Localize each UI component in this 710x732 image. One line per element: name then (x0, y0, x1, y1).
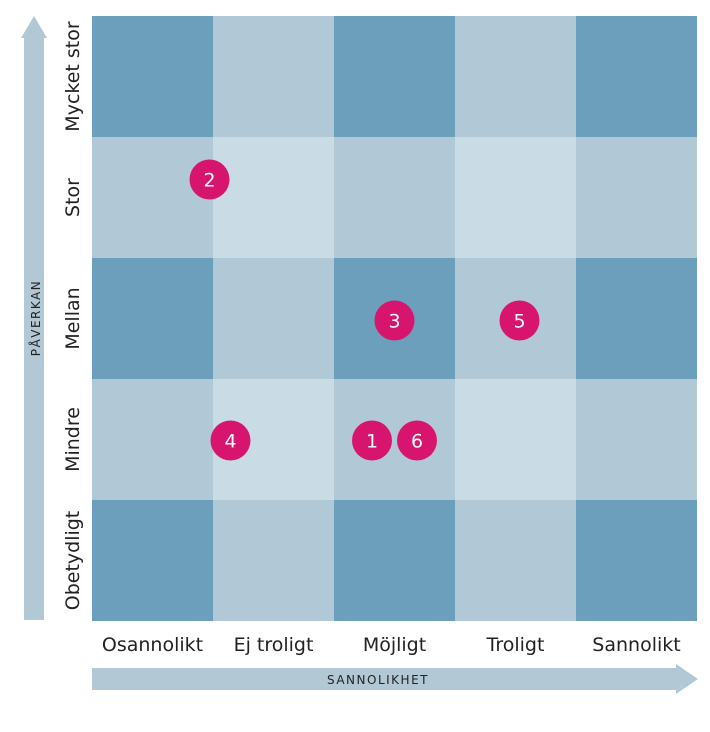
x-axis-label: Möjligt (363, 634, 426, 656)
risk-marker: 6 (397, 420, 437, 461)
y-axis-title: PÅVERKAN (28, 280, 43, 356)
y-axis-arrow (21, 16, 47, 620)
risk-marker: 3 (374, 300, 415, 341)
risk-marker-circle (352, 420, 392, 461)
risk-marker-label: 4 (224, 431, 236, 453)
matrix-cell (213, 16, 334, 137)
matrix-cell (455, 500, 576, 621)
y-axis-label: Obetydligt (62, 511, 84, 611)
risk-marker-label: 1 (366, 431, 378, 453)
x-axis-label: Ej troligt (234, 634, 314, 656)
risk-marker: 5 (499, 300, 540, 341)
x-axis-arrow (92, 664, 698, 694)
matrix-cell (334, 137, 455, 258)
matrix-cell (213, 137, 334, 258)
matrix-cell (455, 379, 576, 500)
risk-marker-circle (374, 300, 415, 341)
risk-marker-label: 5 (513, 311, 525, 333)
matrix-cell (213, 258, 334, 379)
y-axis-label: Stor (62, 178, 84, 217)
risk-marker-circle (397, 420, 437, 461)
y-axis-label: Mindre (62, 407, 84, 472)
matrix-cell (92, 16, 213, 137)
x-axis-labels: Osannolikt Ej troligt Möjligt Troligt Sannol… (102, 634, 681, 656)
matrix-cell (92, 137, 213, 258)
y-axis-label: Mellan (62, 287, 84, 349)
matrix-cell (576, 500, 697, 621)
matrix-cell (576, 258, 697, 379)
x-axis-title: SANNOLIKHET (327, 673, 429, 687)
risk-marker: 2 (189, 159, 230, 200)
matrix-cell (334, 16, 455, 137)
matrix-cell (92, 500, 213, 621)
matrix-cell (576, 379, 697, 500)
x-axis-label: Sannolikt (592, 634, 680, 656)
y-axis-labels: Mycket stor Stor Mellan Mindre Obetydligt (62, 21, 84, 610)
risk-marker-label: 3 (388, 311, 400, 333)
matrix-cell (455, 16, 576, 137)
risk-marker-circle (189, 159, 230, 200)
matrix-grid (92, 16, 697, 621)
matrix-cell (576, 16, 697, 137)
y-axis-label: Mycket stor (62, 21, 84, 132)
matrix-cell (576, 137, 697, 258)
risk-marker-label: 6 (411, 431, 423, 453)
matrix-cell (92, 379, 213, 500)
x-axis-label: Osannolikt (102, 634, 203, 656)
risk-marker: 1 (352, 420, 392, 461)
risk-marker: 4 (210, 420, 251, 461)
x-axis-label: Troligt (486, 634, 545, 656)
matrix-cell (455, 137, 576, 258)
risk-marker-circle (499, 300, 540, 341)
matrix-cell (213, 500, 334, 621)
matrix-cell (334, 500, 455, 621)
risk-marker-label: 2 (203, 170, 215, 192)
risk-markers: 1 2 3 4 5 6 (189, 159, 540, 461)
risk-marker-circle (210, 420, 251, 461)
matrix-cell (92, 258, 213, 379)
